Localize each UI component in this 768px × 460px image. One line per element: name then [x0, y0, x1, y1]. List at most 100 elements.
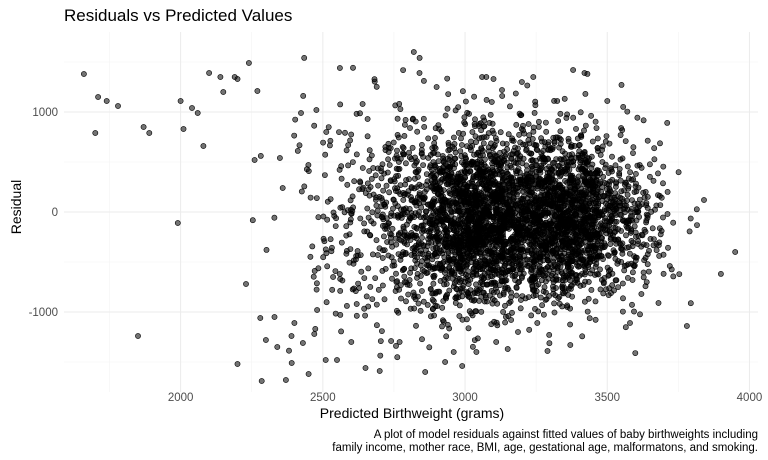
data-point [546, 169, 553, 175]
data-point [574, 189, 581, 196]
data-point [103, 98, 110, 104]
data-point [320, 213, 327, 220]
data-point [655, 192, 661, 198]
data-point [641, 257, 648, 264]
data-point [311, 122, 318, 129]
data-point [518, 209, 525, 216]
data-point [618, 82, 625, 88]
data-point [505, 180, 512, 187]
data-point [450, 134, 457, 141]
data-point [611, 206, 618, 213]
data-point [609, 153, 615, 160]
data-point [373, 83, 380, 90]
data-point [495, 229, 502, 236]
data-point [629, 243, 636, 250]
data-point [485, 208, 491, 215]
data-point [288, 360, 295, 366]
data-point [618, 125, 624, 131]
data-point [640, 189, 647, 196]
data-point [606, 228, 613, 234]
data-point [603, 133, 610, 139]
data-point [420, 243, 427, 249]
data-point [437, 211, 443, 218]
data-point [644, 251, 651, 258]
data-point [338, 239, 345, 246]
data-point [472, 116, 478, 123]
data-point [499, 252, 506, 259]
data-point [531, 110, 538, 116]
data-point [625, 274, 631, 281]
data-point [554, 193, 561, 199]
data-point [379, 282, 386, 289]
data-point [327, 137, 334, 144]
data-point [135, 333, 141, 339]
data-point [546, 340, 553, 347]
data-point [544, 270, 550, 277]
data-point [597, 180, 604, 187]
data-point [560, 191, 567, 198]
data-point [516, 110, 523, 117]
data-point [582, 168, 589, 175]
data-point [313, 280, 320, 287]
data-point [337, 287, 344, 294]
data-point [494, 167, 500, 174]
data-point [254, 88, 261, 94]
data-point [519, 196, 526, 203]
y-tick-label: 0 [52, 207, 58, 219]
data-point [561, 290, 567, 297]
data-point [605, 191, 612, 198]
data-point [473, 281, 479, 288]
data-point [385, 252, 392, 259]
data-point [282, 377, 289, 383]
data-point [579, 192, 586, 199]
data-point [465, 169, 471, 176]
data-point [446, 287, 453, 294]
data-point [581, 70, 588, 76]
data-point [509, 309, 515, 316]
data-point [464, 160, 471, 167]
data-point [513, 121, 520, 128]
data-point [478, 146, 485, 153]
data-point [506, 189, 513, 195]
data-point [409, 116, 416, 123]
data-point [418, 141, 425, 148]
data-point [624, 108, 631, 115]
data-point [508, 155, 514, 162]
data-point [493, 339, 500, 345]
data-point [582, 269, 589, 275]
data-point [445, 139, 452, 146]
data-point [627, 169, 633, 176]
data-point [462, 174, 468, 181]
data-point [397, 182, 404, 188]
data-point [609, 282, 616, 289]
data-point [533, 251, 539, 258]
data-point [140, 124, 147, 130]
data-point [392, 155, 398, 162]
data-point [476, 171, 483, 178]
data-point [550, 217, 557, 223]
data-point [477, 216, 484, 223]
data-point [600, 192, 607, 199]
data-point [343, 147, 350, 154]
y-tick-label: -1000 [29, 307, 58, 319]
data-point [463, 288, 470, 295]
data-point [504, 346, 511, 352]
data-point [607, 211, 613, 218]
data-point [411, 223, 418, 230]
data-point [629, 197, 635, 203]
data-point [592, 316, 599, 323]
data-point [509, 214, 516, 221]
data-point [588, 181, 594, 188]
data-point [643, 202, 649, 209]
data-point [499, 212, 506, 219]
data-point [351, 178, 358, 185]
data-point [387, 177, 394, 184]
data-point [409, 144, 416, 151]
data-point [499, 192, 505, 199]
data-point [594, 168, 600, 175]
data-point [557, 110, 564, 117]
data-point [431, 198, 438, 205]
data-point [441, 254, 448, 260]
data-point [403, 234, 410, 240]
data-point [492, 180, 499, 186]
